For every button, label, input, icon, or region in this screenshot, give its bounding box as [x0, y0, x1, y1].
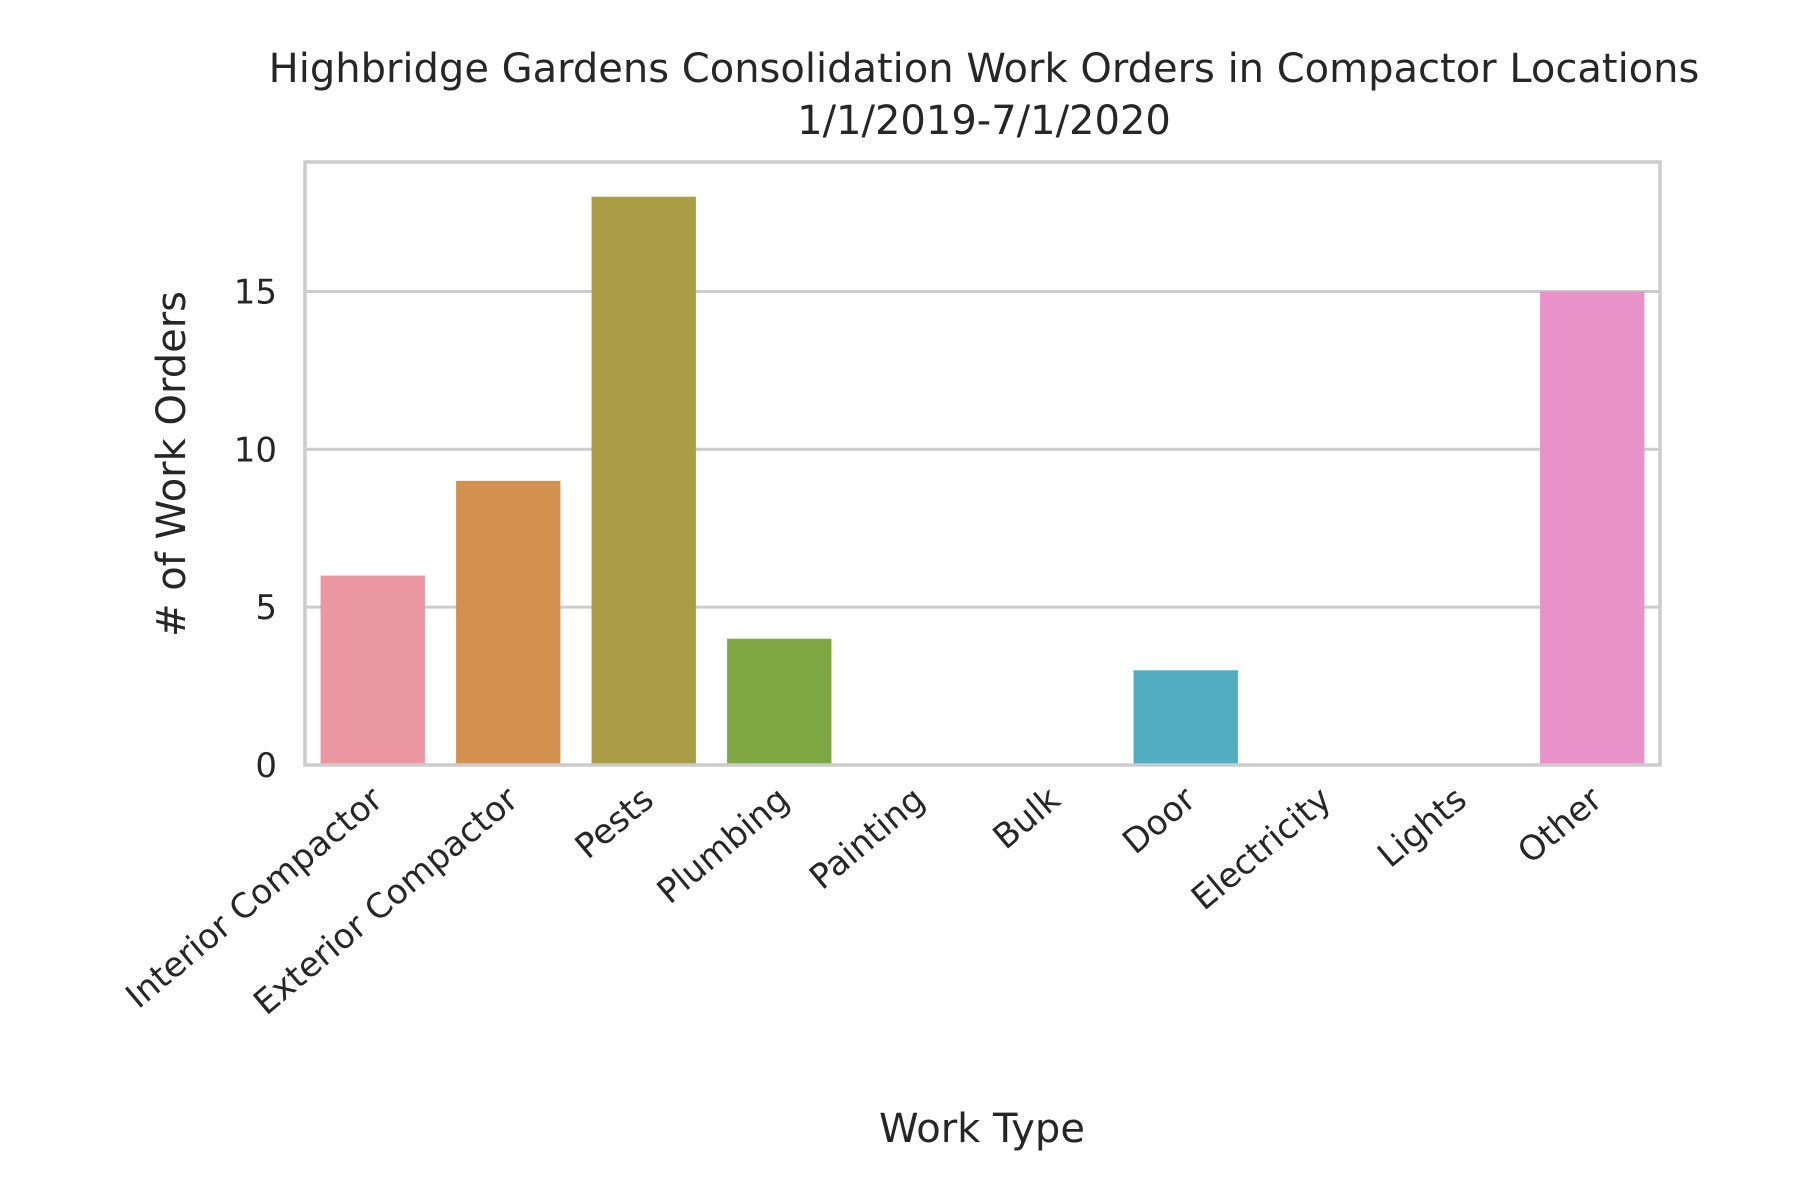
x-tick-painting: Painting: [802, 779, 932, 898]
plot-frame: [303, 160, 1662, 767]
y-tick-5: 5: [255, 588, 277, 628]
y-tick-labels: 0 5 10 15: [234, 272, 277, 786]
x-tick-bulk: Bulk: [986, 779, 1069, 857]
x-tick-electricity: Electricity: [1184, 779, 1339, 918]
x-tick-pests: Pests: [568, 779, 662, 867]
x-tick-door: Door: [1115, 779, 1203, 862]
x-tick-plumbing: Plumbing: [650, 779, 797, 912]
chart-subtitle: 1/1/2019-7/1/2020: [797, 98, 1171, 144]
bars: [320, 196, 1645, 765]
x-tick-interior-compactor: Interior Compactor: [118, 779, 390, 1016]
chart-title: Highbridge Gardens Consolidation Work Or…: [269, 46, 1700, 92]
y-tick-10: 10: [234, 430, 277, 470]
x-tick-lights: Lights: [1370, 779, 1474, 876]
y-tick-15: 15: [234, 272, 277, 312]
bar-door: [1133, 670, 1238, 765]
bar-pests: [591, 196, 696, 765]
y-axis-label: # of Work Orders: [149, 291, 195, 637]
x-tick-other: Other: [1510, 779, 1610, 872]
y-tick-0: 0: [255, 746, 277, 786]
x-axis-label: Work Type: [879, 1106, 1085, 1152]
bar-other: [1540, 291, 1645, 765]
bar-plumbing: [727, 638, 832, 765]
bar-exterior-compactor: [456, 480, 561, 765]
x-tick-exterior-compactor: Exterior Compactor: [246, 779, 526, 1023]
bar-interior-compactor: [320, 575, 425, 765]
